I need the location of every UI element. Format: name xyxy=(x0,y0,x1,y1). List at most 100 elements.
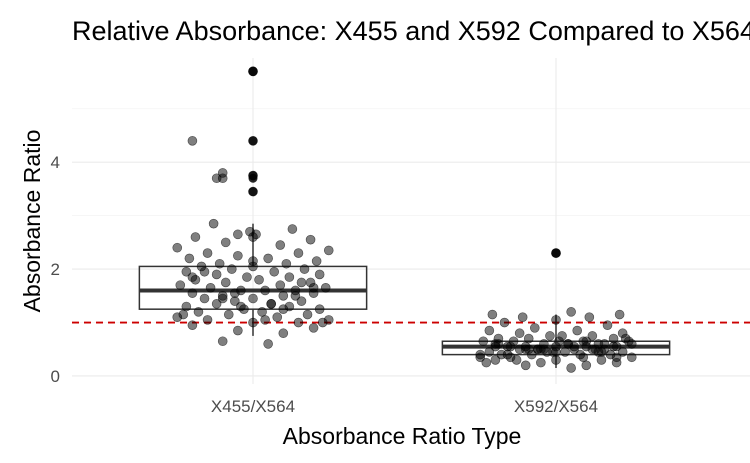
data-point xyxy=(242,273,251,282)
data-point xyxy=(267,299,276,308)
data-point xyxy=(203,315,212,324)
data-point xyxy=(221,278,230,287)
data-point xyxy=(212,270,221,279)
data-point xyxy=(276,281,285,290)
data-point xyxy=(294,318,303,327)
data-point xyxy=(518,313,527,322)
data-point xyxy=(233,326,242,335)
data-point xyxy=(536,358,545,367)
data-point xyxy=(567,363,576,372)
data-point xyxy=(270,267,279,276)
data-point xyxy=(200,294,209,303)
data-point xyxy=(279,291,288,300)
data-point xyxy=(255,275,264,284)
data-point xyxy=(200,267,209,276)
data-point xyxy=(249,187,258,196)
y-tick-label: 4 xyxy=(51,153,60,172)
data-point xyxy=(264,254,273,263)
data-point xyxy=(594,347,603,356)
data-point xyxy=(503,350,512,359)
y-tick-label: 0 xyxy=(51,367,60,386)
data-point xyxy=(552,315,561,324)
data-point xyxy=(552,249,561,258)
data-point xyxy=(567,307,576,316)
data-point xyxy=(479,337,488,346)
data-point xyxy=(249,136,258,145)
data-point xyxy=(506,342,515,351)
data-point xyxy=(191,233,200,242)
data-point xyxy=(324,246,333,255)
data-point xyxy=(482,358,491,367)
data-point xyxy=(249,318,258,327)
data-point xyxy=(303,310,312,319)
grid xyxy=(72,58,750,384)
y-tick-label: 2 xyxy=(51,260,60,279)
data-point xyxy=(179,310,188,319)
data-point xyxy=(236,302,245,311)
data-points xyxy=(173,67,637,373)
data-point xyxy=(221,238,230,247)
data-point xyxy=(309,323,318,332)
data-point xyxy=(233,230,242,239)
data-point xyxy=(249,294,258,303)
data-point xyxy=(552,355,561,364)
data-point xyxy=(579,353,588,362)
data-point xyxy=(218,174,227,183)
data-point xyxy=(524,334,533,343)
data-point xyxy=(249,257,258,266)
data-point xyxy=(264,339,273,348)
y-axis-title: Absorbance Ratio xyxy=(19,130,45,313)
data-point xyxy=(218,337,227,346)
data-point xyxy=(185,254,194,263)
data-point xyxy=(615,310,624,319)
data-point xyxy=(500,318,509,327)
data-point xyxy=(285,273,294,282)
data-point xyxy=(315,305,324,314)
data-point xyxy=(282,259,291,268)
data-point xyxy=(476,350,485,359)
data-point xyxy=(312,257,321,266)
data-point xyxy=(600,339,609,348)
data-point xyxy=(603,321,612,330)
data-point xyxy=(227,265,236,274)
data-point xyxy=(249,233,258,242)
data-point xyxy=(488,310,497,319)
data-point xyxy=(297,278,306,287)
data-point xyxy=(218,294,227,303)
data-point xyxy=(609,334,618,343)
x-tick-label: X592/X564 xyxy=(514,397,598,416)
data-point xyxy=(273,313,282,322)
data-point xyxy=(258,307,267,316)
data-point xyxy=(582,361,591,370)
data-point xyxy=(276,241,285,250)
data-point xyxy=(318,318,327,327)
data-point xyxy=(515,329,524,338)
data-point xyxy=(512,355,521,364)
data-point xyxy=(315,270,324,279)
data-point xyxy=(521,361,530,370)
data-point xyxy=(552,347,561,356)
data-point xyxy=(585,313,594,322)
data-point xyxy=(261,315,270,324)
data-point xyxy=(291,291,300,300)
x-tick-label: X455/X564 xyxy=(211,397,295,416)
data-point xyxy=(279,329,288,338)
data-point xyxy=(294,249,303,258)
data-point xyxy=(188,321,197,330)
data-point xyxy=(612,353,621,362)
data-point xyxy=(215,259,224,268)
data-point xyxy=(249,171,258,180)
data-point xyxy=(233,251,242,260)
data-point xyxy=(261,286,270,295)
data-point xyxy=(194,307,203,316)
data-point xyxy=(288,225,297,234)
data-point xyxy=(176,281,185,290)
chart-title: Relative Absorbance: X455 and X592 Compa… xyxy=(72,16,750,46)
data-point xyxy=(627,353,636,362)
data-point xyxy=(188,273,197,282)
data-point xyxy=(209,219,218,228)
data-point xyxy=(564,339,573,348)
data-point xyxy=(188,136,197,145)
data-point xyxy=(555,337,564,346)
